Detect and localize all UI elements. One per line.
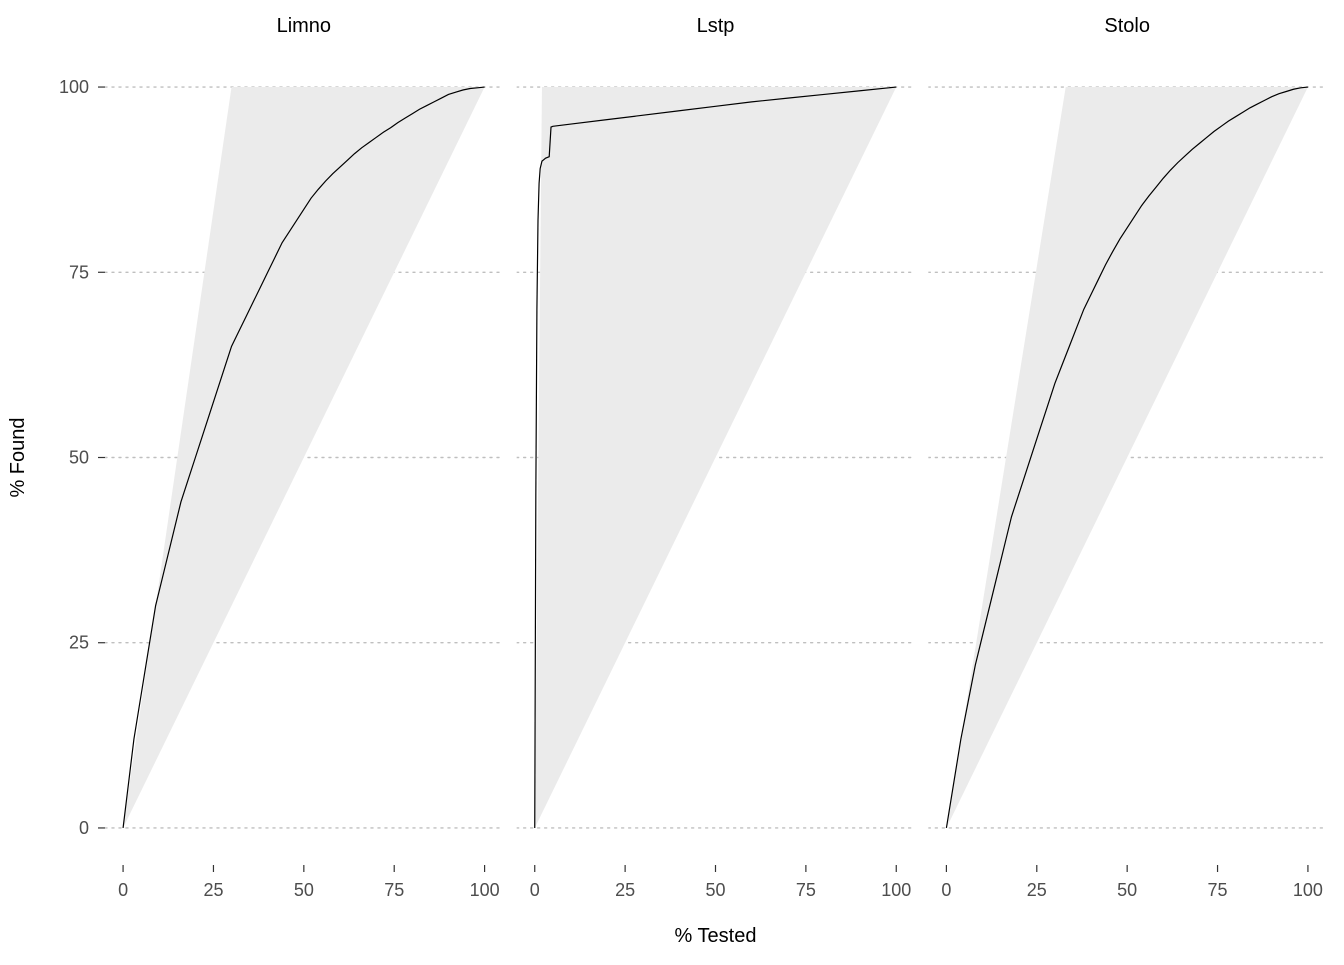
x-tick-label: 100 (1293, 880, 1323, 900)
facet-line-chart: % Found % Tested 0 25 50 75 100 Limno 0 25 50 75 100… (0, 0, 1344, 965)
y-tick-label: 25 (69, 633, 89, 653)
facet-title: Lstp (697, 15, 735, 37)
x-tick-label: 75 (384, 880, 404, 900)
chart-svg: % Found % Tested 0 25 50 75 100 Limno 0 25 50 75 100… (0, 0, 1344, 960)
y-tick-label: 100 (59, 77, 89, 97)
y-axis-label: % Found (7, 417, 29, 497)
x-tick-label: 25 (203, 880, 223, 900)
x-tick-label: 75 (1208, 880, 1228, 900)
y-tick-label: 50 (69, 448, 89, 468)
facet-title: Stolo (1104, 15, 1150, 37)
x-tick-label: 25 (615, 880, 635, 900)
panel (105, 50, 503, 865)
y-tick-label: 0 (79, 818, 89, 838)
x-tick-label: 0 (941, 880, 951, 900)
x-tick-label: 50 (294, 880, 314, 900)
x-tick-label: 100 (881, 880, 911, 900)
facet-title: Limno (277, 15, 331, 37)
x-tick-label: 0 (118, 880, 128, 900)
panel (517, 50, 915, 865)
x-tick-label: 75 (796, 880, 816, 900)
y-tick-label: 75 (69, 262, 89, 282)
panel (928, 50, 1326, 865)
x-axis-label: % Tested (675, 925, 757, 947)
x-tick-label: 50 (1117, 880, 1137, 900)
x-tick-label: 50 (705, 880, 725, 900)
x-tick-label: 100 (470, 880, 500, 900)
x-tick-label: 0 (530, 880, 540, 900)
x-tick-label: 25 (1027, 880, 1047, 900)
